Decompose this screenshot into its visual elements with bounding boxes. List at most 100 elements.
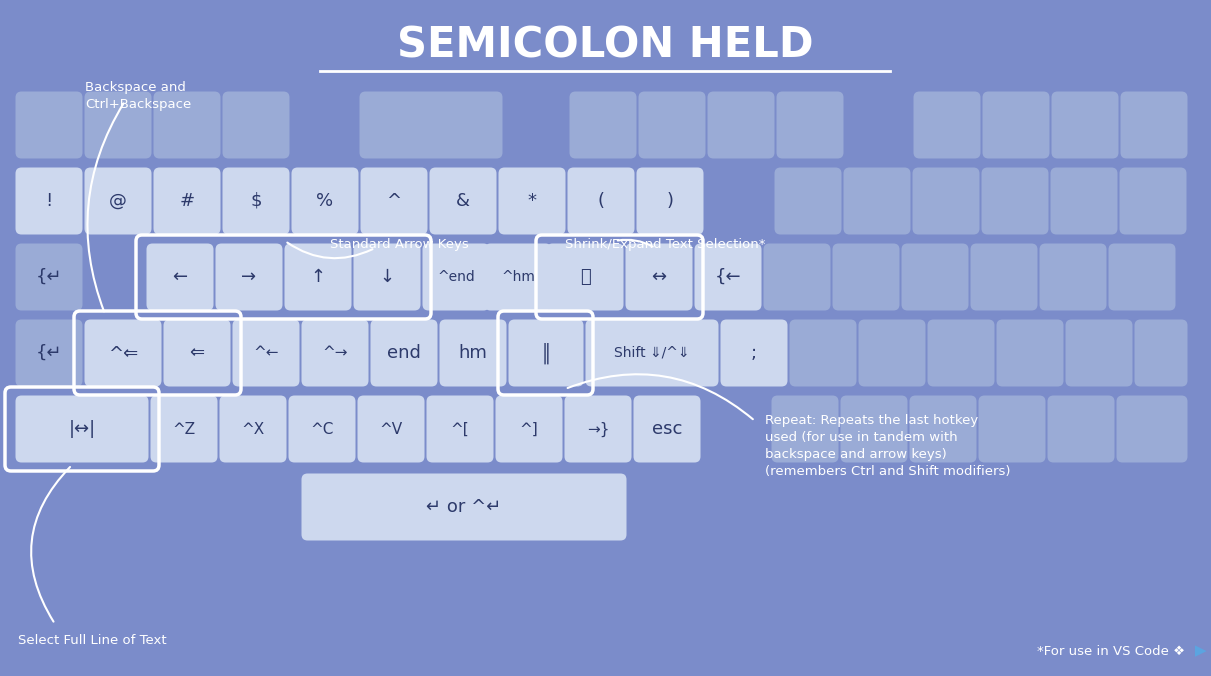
Text: ^X: ^X	[241, 422, 265, 437]
FancyBboxPatch shape	[721, 320, 787, 387]
Text: ^hm: ^hm	[501, 270, 535, 284]
FancyBboxPatch shape	[832, 243, 900, 310]
FancyBboxPatch shape	[150, 395, 218, 462]
FancyBboxPatch shape	[1051, 91, 1119, 158]
FancyBboxPatch shape	[16, 243, 82, 310]
Text: Select Full Line of Text: Select Full Line of Text	[18, 634, 167, 647]
Text: $: $	[251, 192, 262, 210]
FancyBboxPatch shape	[223, 168, 289, 235]
FancyBboxPatch shape	[147, 243, 213, 310]
Text: Backspace and
Ctrl+Backspace: Backspace and Ctrl+Backspace	[85, 81, 191, 111]
Text: ║: ║	[540, 342, 551, 364]
Text: @: @	[109, 192, 127, 210]
FancyBboxPatch shape	[302, 473, 626, 541]
Text: Standard Arrow Keys: Standard Arrow Keys	[331, 238, 469, 251]
FancyBboxPatch shape	[707, 91, 775, 158]
Text: hm: hm	[459, 344, 488, 362]
FancyBboxPatch shape	[288, 395, 356, 462]
FancyBboxPatch shape	[85, 91, 151, 158]
Text: ^[: ^[	[450, 422, 470, 437]
FancyBboxPatch shape	[357, 395, 425, 462]
FancyBboxPatch shape	[292, 168, 358, 235]
Text: ^]: ^]	[520, 422, 539, 437]
Text: Repeat: Repeats the last hotkey
used (for use in tandem with
backspace and arrow: Repeat: Repeats the last hotkey used (fo…	[765, 414, 1010, 478]
Text: ↓: ↓	[379, 268, 395, 286]
FancyBboxPatch shape	[1117, 395, 1188, 462]
FancyBboxPatch shape	[568, 168, 635, 235]
Text: Shift ⇓/^⇓: Shift ⇓/^⇓	[614, 346, 690, 360]
FancyBboxPatch shape	[981, 168, 1049, 235]
Text: end: end	[388, 344, 421, 362]
Text: ↑: ↑	[310, 268, 326, 286]
FancyBboxPatch shape	[85, 320, 161, 387]
FancyBboxPatch shape	[585, 320, 718, 387]
FancyBboxPatch shape	[302, 320, 368, 387]
FancyBboxPatch shape	[16, 168, 82, 235]
FancyBboxPatch shape	[426, 395, 494, 462]
FancyBboxPatch shape	[844, 168, 911, 235]
FancyBboxPatch shape	[840, 395, 907, 462]
Text: SEMICOLON HELD: SEMICOLON HELD	[397, 25, 814, 67]
FancyBboxPatch shape	[1135, 320, 1188, 387]
Text: ^end: ^end	[437, 270, 475, 284]
Text: Shrink/Expand Text Selection*: Shrink/Expand Text Selection*	[566, 238, 765, 251]
FancyBboxPatch shape	[1066, 320, 1132, 387]
Text: ;: ;	[751, 344, 757, 362]
Text: ^⇐: ^⇐	[108, 344, 138, 362]
Text: {←: {←	[714, 268, 741, 286]
Text: ⏮: ⏮	[580, 268, 591, 286]
FancyBboxPatch shape	[163, 320, 230, 387]
FancyBboxPatch shape	[154, 168, 220, 235]
FancyBboxPatch shape	[913, 91, 981, 158]
FancyBboxPatch shape	[970, 243, 1038, 310]
Text: ⇐: ⇐	[189, 344, 205, 362]
FancyBboxPatch shape	[361, 168, 427, 235]
Text: ↵ or ^↵: ↵ or ^↵	[426, 498, 501, 516]
FancyBboxPatch shape	[1050, 168, 1118, 235]
Text: ▶: ▶	[1190, 643, 1206, 658]
FancyBboxPatch shape	[909, 395, 976, 462]
FancyBboxPatch shape	[371, 320, 437, 387]
Text: →: →	[241, 268, 257, 286]
FancyBboxPatch shape	[16, 320, 82, 387]
Text: ^Z: ^Z	[172, 422, 195, 437]
FancyBboxPatch shape	[219, 395, 287, 462]
Text: ^→: ^→	[322, 345, 348, 360]
FancyBboxPatch shape	[430, 168, 497, 235]
FancyBboxPatch shape	[1039, 243, 1107, 310]
Text: →}: →}	[587, 421, 609, 437]
FancyBboxPatch shape	[285, 243, 351, 310]
Text: *For use in VS Code ❖: *For use in VS Code ❖	[1037, 645, 1186, 658]
Text: esc: esc	[652, 420, 682, 438]
FancyBboxPatch shape	[569, 91, 637, 158]
FancyBboxPatch shape	[1108, 243, 1176, 310]
FancyBboxPatch shape	[223, 91, 289, 158]
FancyBboxPatch shape	[16, 91, 82, 158]
FancyBboxPatch shape	[564, 395, 631, 462]
FancyBboxPatch shape	[997, 320, 1063, 387]
Text: ): )	[666, 192, 673, 210]
FancyBboxPatch shape	[638, 91, 706, 158]
FancyBboxPatch shape	[790, 320, 856, 387]
FancyBboxPatch shape	[85, 168, 151, 235]
FancyBboxPatch shape	[776, 91, 844, 158]
FancyBboxPatch shape	[859, 320, 925, 387]
Text: ^: ^	[386, 192, 402, 210]
Text: ^C: ^C	[310, 422, 334, 437]
FancyBboxPatch shape	[546, 243, 624, 310]
FancyBboxPatch shape	[354, 243, 420, 310]
Text: ↔: ↔	[652, 268, 666, 286]
FancyBboxPatch shape	[440, 320, 506, 387]
FancyBboxPatch shape	[978, 395, 1045, 462]
FancyBboxPatch shape	[637, 168, 704, 235]
FancyBboxPatch shape	[928, 320, 994, 387]
FancyBboxPatch shape	[1048, 395, 1114, 462]
FancyBboxPatch shape	[913, 168, 980, 235]
Text: {↵: {↵	[35, 268, 62, 286]
FancyBboxPatch shape	[16, 395, 149, 462]
Text: ^←: ^←	[253, 345, 279, 360]
Text: |↔|: |↔|	[69, 420, 96, 438]
Text: *: *	[528, 192, 536, 210]
FancyBboxPatch shape	[509, 320, 584, 387]
Text: (: (	[597, 192, 604, 210]
